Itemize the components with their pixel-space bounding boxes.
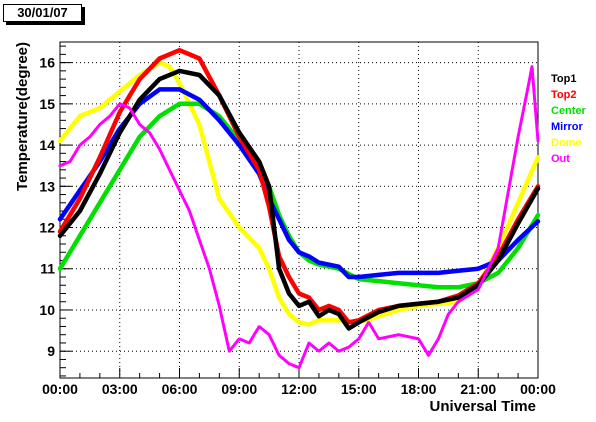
y-tick-label: 10 <box>39 302 55 318</box>
x-tick-label: 18:00 <box>401 381 437 397</box>
x-tick-labels: 00:00 03:00 06:00 09:00 12:00 15:00 18:00 21:00… <box>42 381 556 397</box>
x-tick-label: 15:00 <box>341 381 377 397</box>
y-tick-label: 13 <box>39 178 55 194</box>
y-tick-label: 12 <box>39 220 55 236</box>
legend-entry-out: Out <box>551 153 570 165</box>
y-tick-label: 15 <box>39 96 55 112</box>
x-tick-label: 00:00 <box>42 381 78 397</box>
y-tick-label: 16 <box>39 55 55 71</box>
legend-entry-top2: Top2 <box>551 89 576 101</box>
legend-entry-top1: Top1 <box>551 73 576 85</box>
y-axis-title: Temperature(degree) <box>14 42 31 191</box>
y-tick-label: 9 <box>47 343 55 359</box>
x-tick-label: 09:00 <box>221 381 257 397</box>
x-axis-title: Universal Time <box>430 398 536 415</box>
legend-entry-mirror: Mirror <box>551 121 584 133</box>
x-tick-label: 06:00 <box>162 381 198 397</box>
x-tick-label: 00:00 <box>520 381 556 397</box>
y-tick-label: 11 <box>40 261 55 277</box>
legend: Top1 Top2 Center Mirror Dome Out <box>551 73 587 165</box>
x-tick-label: 21:00 <box>460 381 496 397</box>
x-tick-label: 12:00 <box>281 381 317 397</box>
x-tick-label: 03:00 <box>102 381 138 397</box>
y-tick-label: 14 <box>39 137 55 153</box>
legend-entry-dome: Dome <box>551 137 582 149</box>
legend-entry-center: Center <box>551 105 587 117</box>
y-tick-labels: 9 10 11 12 13 14 15 16 <box>39 55 55 360</box>
